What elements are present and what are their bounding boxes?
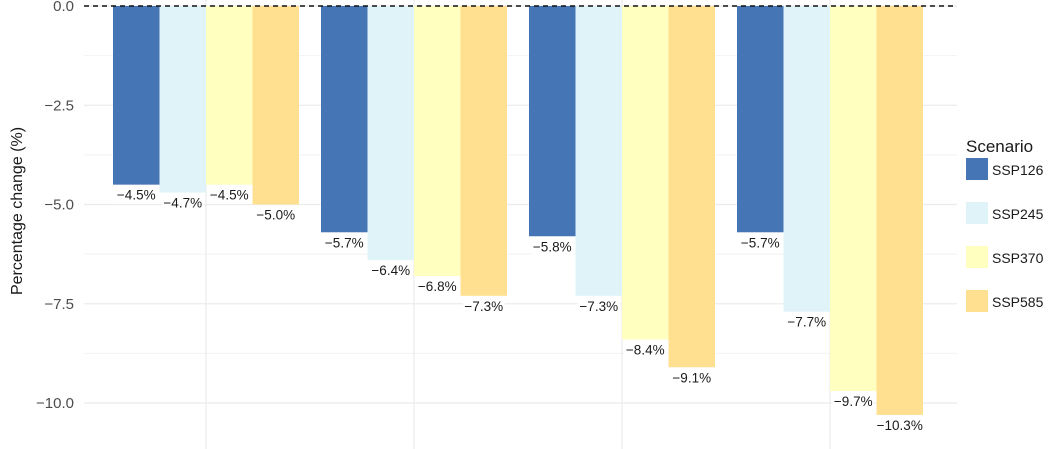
bar-ssp370-2100	[830, 6, 877, 392]
data-label-background	[161, 194, 204, 212]
bar-ssp585-2040	[252, 6, 299, 205]
y-tick-label: −7.5	[44, 296, 74, 313]
bar-ssp585-2060	[460, 6, 507, 296]
legend: Scenario SSP126 SSP245 SSP370 SSP585	[966, 137, 1044, 312]
data-label-background	[462, 297, 505, 315]
y-axis-ticks: 0.0 −2.5 −5.0 −7.5 −10.0	[36, 0, 74, 412]
legend-key-ssp126	[966, 158, 988, 180]
data-label: −4.5%	[210, 188, 249, 203]
bar-ssp126-2100	[737, 6, 784, 233]
bar-ssp126-2040	[113, 6, 160, 185]
bar-ssp370-2080	[622, 6, 669, 340]
data-label-background	[323, 234, 366, 252]
y-tick-label: −5.0	[44, 197, 74, 214]
data-label: −5.7%	[325, 235, 364, 250]
data-label: −5.7%	[741, 235, 780, 250]
bar-ssp245-2100	[783, 6, 830, 312]
data-label-background	[577, 297, 620, 315]
bar-ssp245-2040	[159, 6, 206, 193]
data-label: −9.7%	[834, 394, 873, 409]
legend-label-ssp585: SSP585	[992, 294, 1044, 310]
data-label-background	[115, 186, 158, 204]
bar-group	[113, 6, 923, 415]
data-label-background	[874, 416, 925, 434]
data-label-background	[739, 234, 782, 252]
data-label: −10.3%	[877, 418, 923, 433]
data-label: −5.8%	[533, 239, 572, 254]
legend-key-ssp245	[966, 202, 988, 224]
data-label: −4.5%	[117, 188, 156, 203]
data-label: −7.7%	[787, 315, 826, 330]
data-label-background	[208, 186, 251, 204]
data-label-background	[369, 262, 412, 280]
legend-label-ssp245: SSP245	[992, 206, 1044, 222]
y-tick-label: −10.0	[36, 395, 74, 412]
data-label-background	[254, 206, 297, 224]
bar-ssp370-2040	[206, 6, 253, 185]
data-label-background	[624, 341, 667, 359]
bar-ssp245-2080	[575, 6, 622, 296]
data-label-background	[832, 393, 875, 411]
data-labels: −4.5% −5.7% −5.8% −5.7% −4.7% −6.4% −7.3% −7.7%…	[115, 186, 925, 434]
legend-label-ssp370: SSP370	[992, 250, 1044, 266]
bar-ssp126-2080	[529, 6, 576, 237]
data-label: −6.8%	[418, 279, 457, 294]
data-label-background	[531, 238, 574, 256]
legend-key-ssp370	[966, 246, 988, 268]
data-label: −7.3%	[579, 299, 618, 314]
data-label-background	[416, 277, 459, 295]
data-label-background	[670, 369, 713, 387]
bar-ssp585-2100	[876, 6, 923, 415]
bar-ssp245-2060	[367, 6, 414, 261]
bar-ssp126-2060	[321, 6, 368, 233]
y-tick-label: −2.5	[44, 97, 74, 114]
data-label: −5.0%	[256, 208, 295, 223]
data-label: −6.4%	[371, 263, 410, 278]
y-tick-label: 0.0	[53, 0, 74, 15]
data-label: −9.1%	[672, 370, 711, 385]
data-label: −8.4%	[626, 342, 665, 357]
bar-ssp585-2080	[668, 6, 715, 368]
legend-label-ssp126: SSP126	[992, 162, 1044, 178]
bar-ssp370-2060	[414, 6, 461, 276]
data-label-background	[785, 313, 828, 331]
legend-key-ssp585	[966, 290, 988, 312]
data-label: −4.7%	[163, 196, 202, 211]
legend-title: Scenario	[966, 137, 1033, 156]
data-label: −7.3%	[464, 299, 503, 314]
y-axis-title: Percentage change (%)	[9, 127, 26, 295]
